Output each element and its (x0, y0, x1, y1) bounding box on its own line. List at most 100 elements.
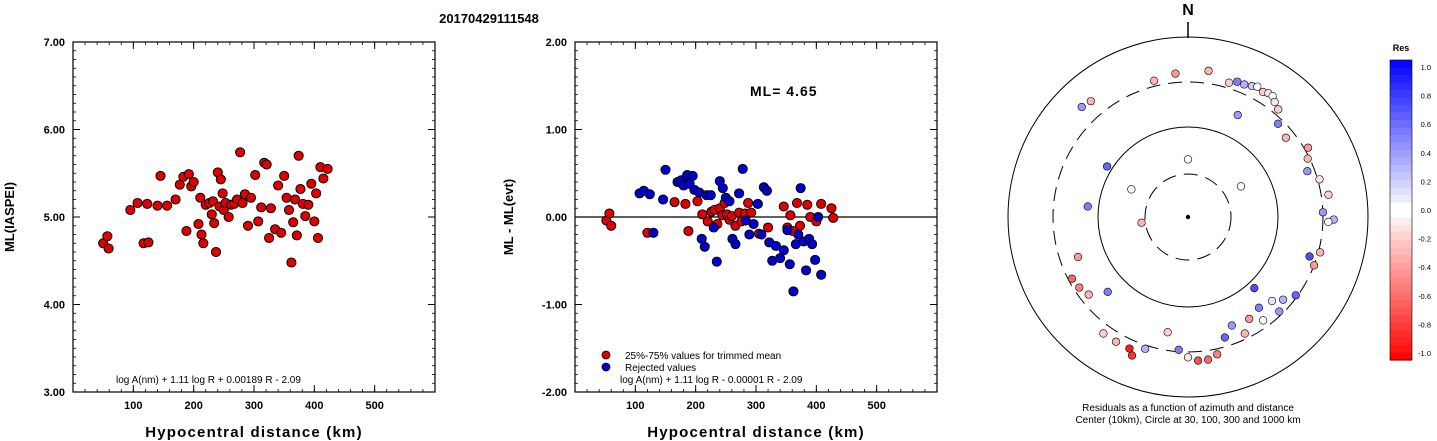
station-marker (1281, 133, 1291, 142)
kept-point (606, 220, 617, 231)
station-marker (1171, 69, 1180, 78)
colorbar-segment (1390, 120, 1412, 129)
kept-point (763, 222, 774, 233)
residual-map-panel: N Residuals as a function of azimuth and… (1007, 2, 1431, 426)
data-point (276, 227, 287, 238)
data-point (295, 183, 306, 195)
data-point (306, 178, 317, 189)
station-marker (1077, 102, 1086, 112)
station-marker (1236, 182, 1246, 191)
station-marker (1250, 283, 1259, 293)
colorbar-tick-label: 0.6 (1421, 120, 1431, 129)
legend-label-rejected: Rejected values (625, 363, 696, 374)
station-marker (1259, 316, 1268, 325)
colorbar-segment (1390, 307, 1412, 316)
colorbar-segment (1390, 217, 1412, 226)
data-point (261, 159, 272, 170)
colorbar-segment (1390, 105, 1412, 114)
ml-plot-xlabel: Hypocentral distance (km) (145, 424, 363, 441)
colorbar-segment (1390, 142, 1412, 151)
kept-point (826, 203, 837, 214)
ml-plot-frame (72, 41, 436, 393)
colorbar-segment (1390, 150, 1412, 159)
data-point (237, 197, 248, 209)
colorbar-tick-label: 1.0 (1421, 63, 1431, 72)
residual-panel: 100 200 300 400 500 -2.00 -1.00 0.00 1.00 2.00 ML… (501, 37, 938, 441)
colorbar-segment (1390, 97, 1412, 106)
rejected-point (737, 163, 748, 174)
data-point (152, 200, 163, 211)
kept-point (692, 196, 703, 207)
data-point (293, 150, 304, 161)
ml-plot-ylabel: ML(IASPEI) (2, 182, 17, 252)
rejected-point (658, 194, 669, 205)
colorbar-segment (1390, 112, 1412, 121)
data-point (132, 197, 143, 209)
station-marker (1163, 328, 1172, 337)
colorbar-segment (1390, 60, 1412, 69)
rejected-point (795, 183, 806, 194)
colorbar-segment (1390, 165, 1412, 174)
station-markers (1067, 66, 1338, 365)
rejected-point (648, 227, 659, 238)
kept-point (604, 208, 615, 219)
data-point (142, 198, 153, 209)
station-marker (1141, 344, 1150, 353)
colorbar-segment (1390, 157, 1412, 166)
colorbar-segment (1390, 247, 1412, 256)
colorbar-segment (1390, 352, 1412, 361)
station-marker (1111, 337, 1121, 346)
rejected-point (660, 164, 671, 175)
y-tick-label: 4.00 (44, 300, 65, 312)
data-point (155, 170, 166, 181)
colorbar-segment (1390, 255, 1412, 264)
station-marker (1220, 333, 1229, 342)
epicenter (1185, 214, 1191, 220)
station-marker (1183, 155, 1193, 164)
station-marker (1274, 105, 1283, 114)
residual-plot-xlabel: Hypocentral distance (km) (647, 424, 865, 441)
data-point (288, 217, 299, 228)
station-marker (1275, 307, 1284, 316)
station-marker (1086, 97, 1095, 106)
y-tick-label: 1.00 (546, 125, 567, 137)
station-marker (1273, 119, 1283, 128)
data-point (279, 170, 290, 181)
data-point (281, 192, 292, 203)
colorbar-segment (1390, 240, 1412, 249)
ml-annotation: ML= 4.65 (750, 83, 818, 99)
map-caption-line-2: Center (10km), Circle at 30, 100, 300 an… (1075, 415, 1300, 426)
data-point (193, 218, 204, 230)
colorbar-segment (1390, 90, 1412, 99)
colorbar-tick-label: 0.2 (1421, 177, 1431, 186)
colorbar-frame (1389, 59, 1413, 361)
colorbar-segment (1390, 180, 1412, 189)
data-point (210, 246, 222, 258)
x-tick-label: 100 (626, 400, 644, 412)
kept-point (816, 198, 827, 209)
colorbar-tick-label: -0.6 (1418, 292, 1431, 301)
station-marker (1324, 217, 1333, 226)
station-marker (1253, 82, 1262, 91)
data-point (309, 216, 320, 227)
rejected-point (813, 211, 824, 223)
rejected-point (687, 170, 698, 181)
y-tick-label: 2.00 (546, 37, 567, 49)
kept-point (697, 209, 708, 220)
rejected-point (699, 241, 710, 252)
station-marker (1099, 329, 1108, 338)
station-marker (1073, 252, 1083, 262)
data-point (253, 216, 264, 227)
rejected-point (752, 198, 763, 209)
kept-point (778, 201, 789, 212)
colorbar-segment (1390, 187, 1412, 196)
data-point (235, 147, 246, 158)
station-marker (1270, 97, 1279, 107)
kept-point (669, 197, 680, 208)
kept-point (802, 199, 813, 210)
data-point (242, 220, 254, 231)
station-marker (1102, 162, 1112, 171)
data-point (217, 188, 228, 199)
station-marker (1227, 321, 1236, 330)
colorbar-segment (1390, 285, 1412, 294)
